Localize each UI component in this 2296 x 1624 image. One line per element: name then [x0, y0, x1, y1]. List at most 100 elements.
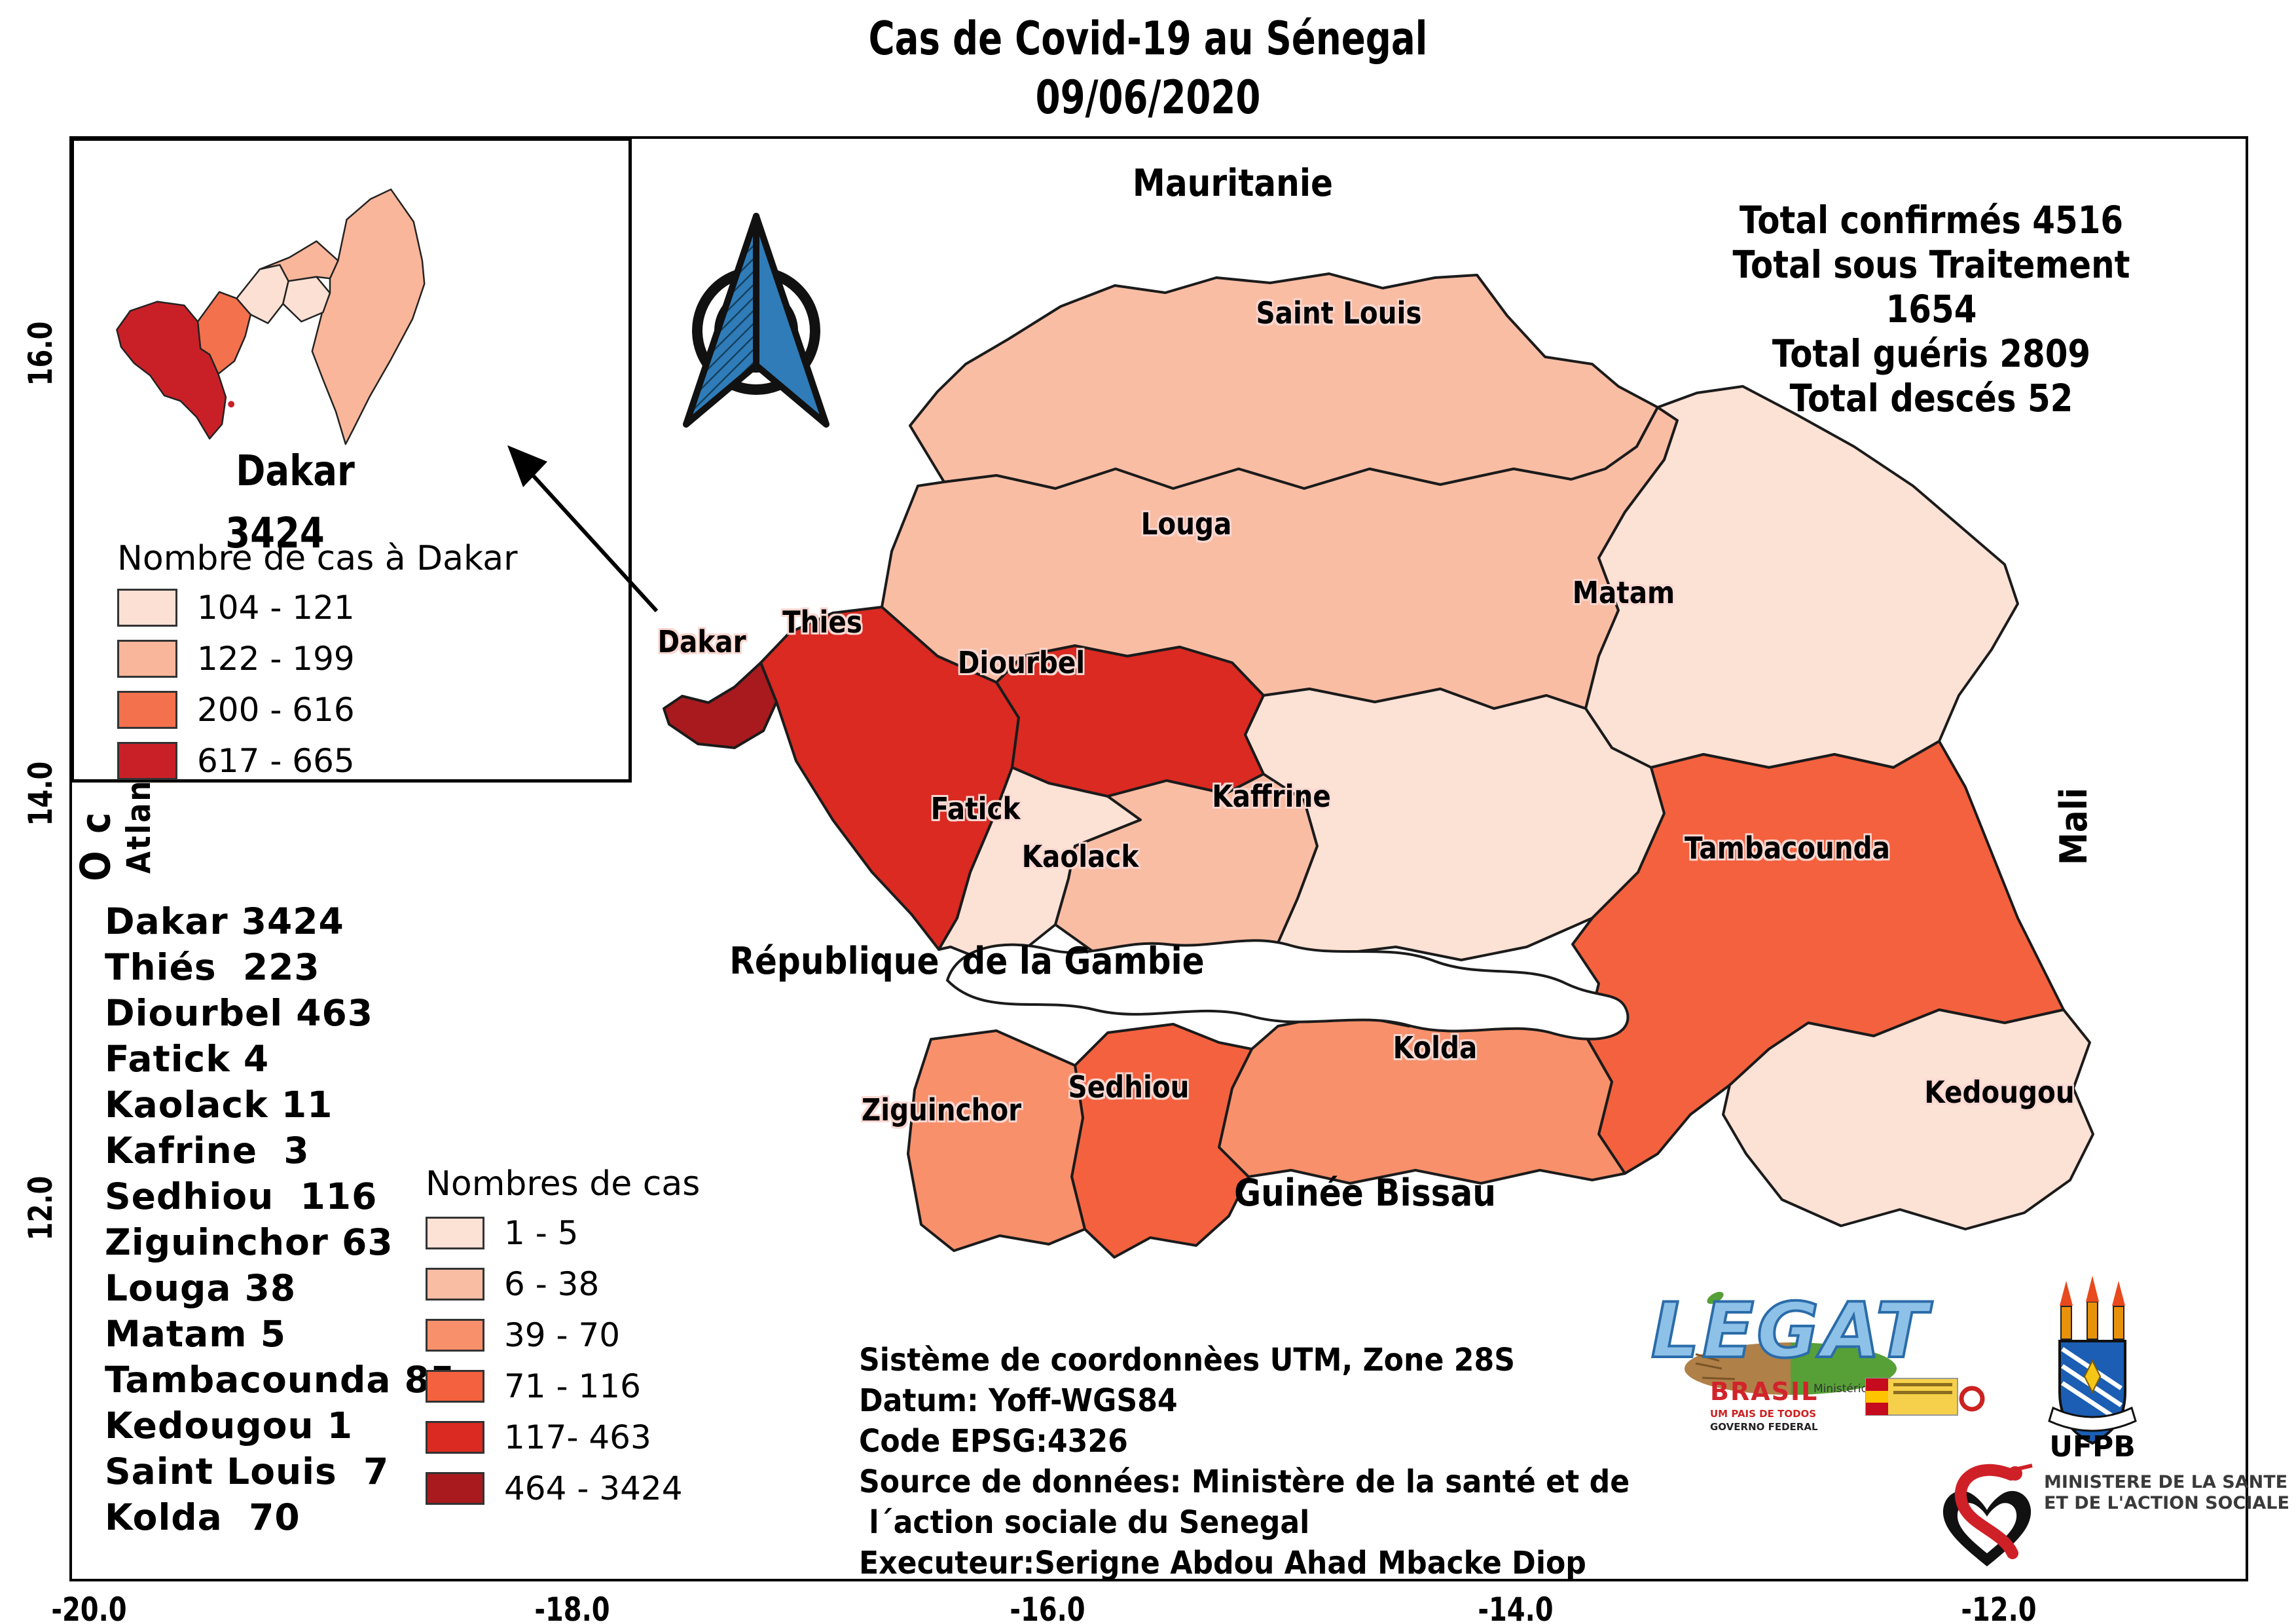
- legend-row: 464 - 3424: [426, 1469, 700, 1507]
- map-title: Cas de Covid-19 au Sénegal 09/06/2020: [253, 9, 2043, 127]
- ocean-atlantique-label-part1: Oc: [71, 795, 120, 881]
- inset-legend: Nombre de cas à Dakar 104 - 121 122 - 199…: [117, 539, 517, 793]
- legend-range-label: 464 - 3424: [504, 1469, 683, 1507]
- region-label-kaffrine: Kaffrine: [1212, 779, 1331, 814]
- legend-range-label: 117- 463: [504, 1418, 651, 1456]
- region-label-sedhiou: Sedhiou: [1068, 1069, 1190, 1105]
- legend-range-label: 617 - 665: [197, 742, 355, 780]
- legend-row: 1 - 5: [426, 1214, 700, 1252]
- legend-row: 104 - 121: [117, 589, 517, 627]
- legend-swatch: [426, 1421, 484, 1454]
- country-label-république-de-la-gambie: République de la Gambie: [729, 940, 1205, 983]
- region-label-ziguinchor: Ziguinchor: [861, 1092, 1022, 1128]
- region-label-fatick: Fatick: [930, 791, 1021, 826]
- totals-line-3: 1654: [1886, 287, 1977, 331]
- totals-block: Total confirmés 4516 Total sous Traitemen…: [1712, 198, 2151, 420]
- region-list-item: Thiés 223: [105, 946, 320, 988]
- region-label-matam: Matam: [1572, 575, 1675, 610]
- region-list-item: Saint Louis 7: [105, 1450, 390, 1492]
- legend-swatch: [426, 1268, 484, 1301]
- inset-legend-rows: 104 - 121 122 - 199 200 - 616 617 - 665: [117, 589, 517, 780]
- inset-legend-title: Nombre de cas à Dakar: [117, 539, 518, 578]
- region-list-item: Ziguinchor 63: [105, 1221, 393, 1263]
- main-legend-rows: 1 - 5 6 - 38 39 - 70 71 - 116 117- 463 464 - …: [426, 1214, 700, 1507]
- source-line-1: Sistème de coordonnèes UTM, Zone 28S: [859, 1342, 1516, 1378]
- region-label-thies: Thies: [782, 604, 862, 640]
- region-list-item: Kolda 70: [105, 1496, 301, 1538]
- ocean-atlantique-label-part2: Atlan: [120, 779, 158, 874]
- x-axis-tick--16.0: -16.0: [1010, 1591, 1085, 1624]
- region-label-saint-louis: Saint Louis: [1256, 295, 1422, 331]
- legend-range-label: 122 - 199: [197, 640, 355, 678]
- map-title-line2: 09/06/2020: [1035, 71, 1261, 124]
- main-legend-title: Nombres de cas: [426, 1164, 701, 1204]
- region-list-item: Sedhiou 116: [105, 1175, 378, 1217]
- region-list-item: Diourbel 463: [105, 992, 374, 1034]
- y-axis-tick-16.0: 16.0: [22, 321, 60, 386]
- country-label-guinée-bissau: Guinée Bissau: [1234, 1172, 1496, 1215]
- region-list-item: Dakar 3424: [105, 900, 344, 942]
- region-list-item: Fatick 4: [105, 1038, 270, 1080]
- country-label-mauritanie: Mauritanie: [1132, 162, 1334, 205]
- x-axis-tick--12.0: -12.0: [1961, 1591, 2037, 1624]
- source-line-5: l´action sociale du Senegal: [859, 1504, 1310, 1541]
- region-list-item: Kafrine 3: [105, 1130, 310, 1172]
- totals-line-5: Total descés 52: [1789, 376, 2073, 420]
- inset-dakar-value: 3424: [225, 509, 325, 558]
- legend-swatch: [426, 1472, 484, 1505]
- source-line-2: Datum: Yoff-WGS84: [859, 1382, 1178, 1419]
- region-list-item: Matam 5: [105, 1313, 286, 1355]
- legend-row: 6 - 38: [426, 1265, 700, 1303]
- source-line-3: Code EPSG:4326: [859, 1423, 1128, 1460]
- inset-district-dakar-city: [116, 301, 227, 440]
- region-label-louga: Louga: [1140, 506, 1232, 542]
- region-shape-dakar: [663, 661, 778, 749]
- legend-range-label: 1 - 5: [504, 1214, 579, 1252]
- inset-island-dot: [228, 401, 235, 408]
- totals-line-1: Total confirmés 4516: [1739, 198, 2124, 242]
- legend-range-label: 71 - 116: [504, 1367, 641, 1405]
- region-list-item: Kedougou 1: [105, 1405, 353, 1447]
- country-label-mali: Mali: [2052, 787, 2096, 866]
- region-label-kolda: Kolda: [1393, 1030, 1478, 1065]
- dakar-inset-map: [116, 188, 426, 445]
- source-block: Sistème de coordonnèes UTM, Zone 28S Datu…: [859, 1340, 1630, 1583]
- region-label-diourbel: Diourbel: [957, 645, 1085, 680]
- y-axis-tick-14.0: 14.0: [22, 761, 60, 826]
- region-label-tambacounda: Tambacounda: [1685, 830, 1890, 866]
- legend-swatch: [426, 1319, 484, 1352]
- inset-district-light-east: [282, 276, 331, 323]
- region-label-kaolack: Kaolack: [1021, 839, 1139, 874]
- region-list-item: Tambacounda 85: [105, 1359, 456, 1401]
- inset-district-rufisque: [311, 188, 426, 445]
- legend-swatch: [117, 589, 177, 627]
- x-axis-tick--14.0: -14.0: [1478, 1591, 1554, 1624]
- legend-range-label: 39 - 70: [504, 1316, 621, 1354]
- totals-line-4: Total guéris 2809: [1772, 331, 2091, 376]
- x-axis-tick--20.0: -20.0: [51, 1591, 127, 1624]
- legend-row: 71 - 116: [426, 1367, 700, 1405]
- legend-swatch: [117, 742, 177, 780]
- totals-line-2: Total sous Traitement: [1732, 242, 2130, 287]
- legend-range-label: 6 - 38: [504, 1265, 600, 1303]
- legend-row: 117- 463: [426, 1418, 700, 1456]
- legend-range-label: 104 - 121: [197, 589, 355, 627]
- region-list-item: Kaolack 11: [105, 1084, 333, 1126]
- legend-swatch: [117, 640, 177, 678]
- main-legend: Nombres de cas 1 - 5 6 - 38 39 - 70 71 - 11…: [426, 1164, 700, 1521]
- gambia-river-gap: [945, 939, 1630, 1041]
- region-shape-kedougou: [1722, 1008, 2094, 1230]
- region-list-item: Louga 38: [105, 1267, 297, 1309]
- source-line-4: Source de données: Ministère de la santé…: [859, 1464, 1630, 1500]
- legend-row: 200 - 616: [117, 691, 517, 729]
- source-line-6: Executeur:Serigne Abdou Ahad Mbacke Diop: [859, 1545, 1586, 1581]
- legend-row: 122 - 199: [117, 640, 517, 678]
- legend-row: 39 - 70: [426, 1316, 700, 1354]
- legend-range-label: 200 - 616: [197, 691, 355, 729]
- legend-row: 617 - 665: [117, 742, 517, 780]
- y-axis-tick-12.0: 12.0: [22, 1175, 60, 1241]
- x-axis-tick--18.0: -18.0: [534, 1591, 610, 1624]
- legend-swatch: [426, 1370, 484, 1403]
